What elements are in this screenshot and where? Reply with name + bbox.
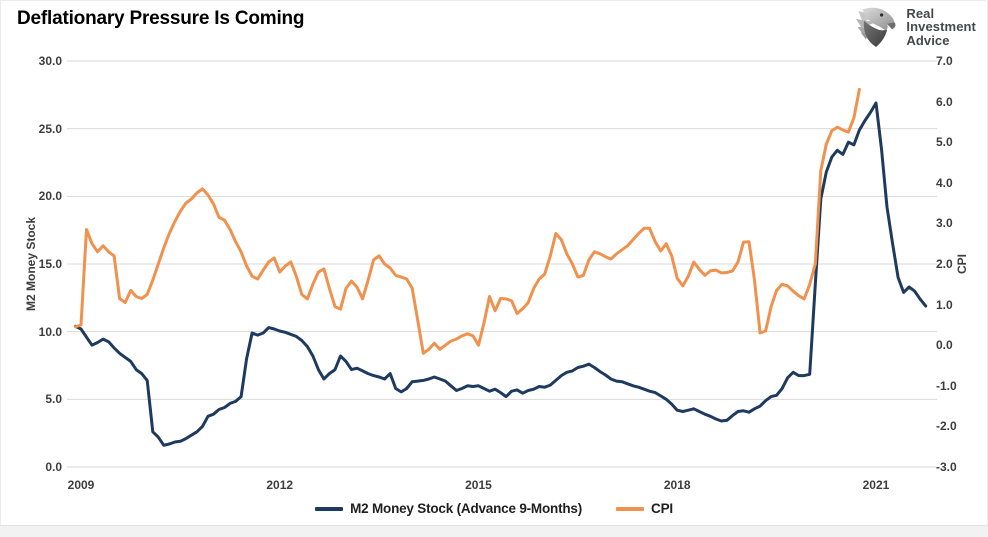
legend-item-m2: M2 Money Stock (Advance 9-Months) <box>315 501 582 516</box>
left-tick-10.0: 10.0 <box>38 324 62 339</box>
left-tick-20.0: 20.0 <box>38 189 62 204</box>
ria-logo: Real Investment Advice <box>852 4 976 50</box>
logo-line-1: Real <box>906 5 935 21</box>
left-tick-0.0: 0.0 <box>45 460 62 474</box>
legend-item-cpi: CPI <box>616 501 673 516</box>
right-tick-2.0: 2.0 <box>936 257 953 271</box>
left-tick-25.0: 25.0 <box>38 121 62 136</box>
left-tick-15.0: 15.0 <box>38 257 62 271</box>
legend-swatch-cpi <box>616 506 645 511</box>
logo-line-3: Advice <box>906 32 950 48</box>
right-tick-0.0: 0.0 <box>936 338 953 353</box>
legend-label-cpi: CPI <box>651 501 673 516</box>
right-tick-6.0: 6.0 <box>936 94 953 109</box>
chart-title: Deflationary Pressure Is Coming <box>17 8 305 29</box>
left-tick-30.0: 30.0 <box>38 54 62 68</box>
x-tick-2015: 2015 <box>465 478 492 492</box>
series-line-m2 <box>74 101 928 447</box>
right-tick-7.0: 7.0 <box>936 54 953 68</box>
left-tick-5.0: 5.0 <box>45 392 62 407</box>
legend-swatch-m2 <box>315 506 344 511</box>
x-tick-2018: 2018 <box>663 478 691 492</box>
right-tick--1.0: -1.0 <box>936 378 957 393</box>
right-tick-5.0: 5.0 <box>936 135 953 150</box>
right-tick--3.0: -3.0 <box>936 460 957 474</box>
right-axis-title: CPI <box>955 253 969 275</box>
logo-line-2: Investment <box>906 19 976 35</box>
right-tick-4.0: 4.0 <box>936 175 953 190</box>
left-axis-title: M2 Money Stock <box>24 216 38 312</box>
bottom-strip <box>0 525 988 537</box>
chart-legend: M2 Money Stock (Advance 9-Months) CPI <box>0 501 988 516</box>
right-tick-3.0: 3.0 <box>936 216 953 231</box>
x-tick-2009: 2009 <box>67 478 95 492</box>
x-tick-2012: 2012 <box>266 478 294 492</box>
series-line-cpi <box>74 87 861 355</box>
ria-logo-text: Real Investment Advice <box>906 7 976 48</box>
x-tick-2021: 2021 <box>862 478 890 492</box>
eagle-icon <box>856 7 896 47</box>
right-tick-1.0: 1.0 <box>936 297 953 312</box>
legend-label-m2: M2 Money Stock (Advance 9-Months) <box>350 501 583 516</box>
right-tick--2.0: -2.0 <box>936 419 957 434</box>
